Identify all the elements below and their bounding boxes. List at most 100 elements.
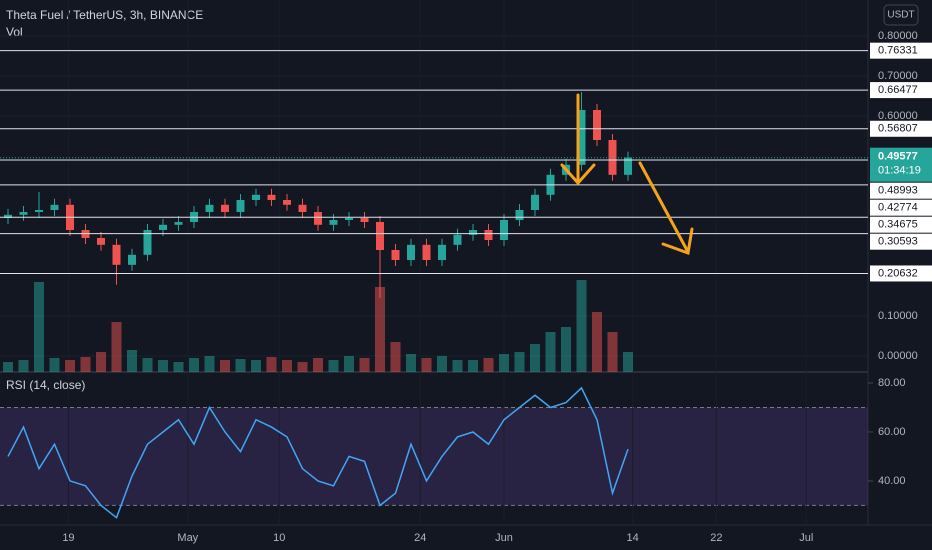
rsi-title: RSI (14, close) <box>6 378 85 392</box>
volume-bar <box>18 360 29 372</box>
level-label-box <box>870 216 932 233</box>
x-tick-label: Jul <box>799 532 813 544</box>
volume-bar <box>499 354 509 372</box>
candle-body <box>500 220 508 240</box>
volume-bar <box>576 280 587 372</box>
candle-body <box>515 210 524 220</box>
candle-body <box>329 220 338 225</box>
level-label: 0.42774 <box>878 202 918 214</box>
candle-body <box>531 194 539 210</box>
candle-body <box>283 200 291 205</box>
candle-body <box>236 200 245 212</box>
volume-bar <box>406 354 416 372</box>
volume-bar <box>96 352 106 372</box>
level-label: 0.48993 <box>878 185 918 197</box>
volume-bar <box>592 312 602 372</box>
y-tick-label: 60.00 <box>878 426 906 438</box>
candle-body <box>484 230 493 240</box>
y-tick-label: 0.70000 <box>878 70 918 82</box>
x-tick-label: Jun <box>495 532 513 544</box>
volume-bar <box>189 358 199 372</box>
level-label: 0.66477 <box>878 84 918 96</box>
level-label-box <box>870 265 932 282</box>
volume-bar <box>127 350 137 372</box>
candle-body <box>298 204 307 212</box>
volume-bar <box>282 360 292 372</box>
candle-body <box>4 214 12 218</box>
volume-bar <box>514 352 525 372</box>
y-tick-label: 0.00000 <box>878 350 918 362</box>
volume-bar <box>328 360 339 372</box>
candle-body <box>422 244 431 260</box>
y-tick-label: 0.60000 <box>878 110 918 122</box>
y-tick-label: 0.80000 <box>878 30 918 42</box>
currency[interactable]: USDT <box>887 10 914 21</box>
level-label: 0.56807 <box>878 123 918 135</box>
candle-body <box>112 244 121 265</box>
candle-body <box>97 238 105 245</box>
candle-body <box>469 230 477 235</box>
x-tick-label: 19 <box>62 532 74 544</box>
candle-body <box>453 234 462 245</box>
level-label-box <box>870 42 932 59</box>
volume-bar <box>545 332 556 372</box>
arrow <box>638 161 690 254</box>
y-tick-label: 40.00 <box>878 475 906 487</box>
volume-bar <box>297 362 308 372</box>
x-tick-label: 10 <box>273 532 285 544</box>
x-tick-label: 24 <box>414 532 426 544</box>
level-label-box <box>870 233 932 250</box>
volume-title: Vol <box>6 25 23 39</box>
level-label-box <box>870 182 932 199</box>
volume-bar <box>313 358 323 372</box>
candle-body <box>174 222 183 225</box>
candle-body <box>159 224 167 230</box>
arrow-head <box>661 227 694 256</box>
candle-body <box>19 212 28 215</box>
volume-bar <box>483 358 494 372</box>
rsi-line <box>7 386 629 519</box>
volume-bar <box>375 287 385 372</box>
x-tick-label: 22 <box>710 532 722 544</box>
level-label: 0.34675 <box>878 219 918 231</box>
volume-bar <box>452 360 463 372</box>
volume-bar <box>607 332 618 372</box>
level-label-box <box>870 120 932 137</box>
volume-bar <box>251 360 261 372</box>
level-label: 0.20632 <box>878 267 918 279</box>
countdown: 01:34:19 <box>878 165 921 177</box>
volume-bar <box>623 352 633 372</box>
volume-bar <box>561 327 571 372</box>
volume-bar <box>530 344 540 372</box>
candle-body <box>624 157 632 175</box>
level-label-box <box>870 82 932 99</box>
volume-bar <box>111 322 122 372</box>
volume-bar <box>3 362 13 372</box>
level-label-box <box>870 199 932 216</box>
currency-button[interactable] <box>883 4 919 26</box>
volume-bar <box>158 360 168 372</box>
volume-bar <box>142 358 153 372</box>
chart-title: Theta Fuel / TetherUS, 3h, BINANCE <box>6 8 203 22</box>
candle-body <box>35 210 43 212</box>
candle-body <box>267 194 276 200</box>
candle-body <box>128 254 136 265</box>
volume-bar <box>344 356 354 372</box>
volume-bar <box>359 358 370 372</box>
candle-body <box>376 222 384 250</box>
candle-body <box>360 218 369 222</box>
y-tick-label: 0.10000 <box>878 310 918 322</box>
volume-bar <box>220 360 230 372</box>
x-tick-label: May <box>177 532 198 544</box>
candle-body <box>143 230 152 255</box>
candle-body <box>345 218 353 220</box>
volume-bar <box>266 357 277 372</box>
candle-body <box>314 212 322 225</box>
arrows <box>560 93 694 256</box>
volume-bar <box>173 362 184 372</box>
volume-bar <box>34 282 44 372</box>
volume-bar <box>80 357 91 372</box>
y-tick-label: 80.00 <box>878 377 906 389</box>
rsi-band <box>0 407 868 506</box>
